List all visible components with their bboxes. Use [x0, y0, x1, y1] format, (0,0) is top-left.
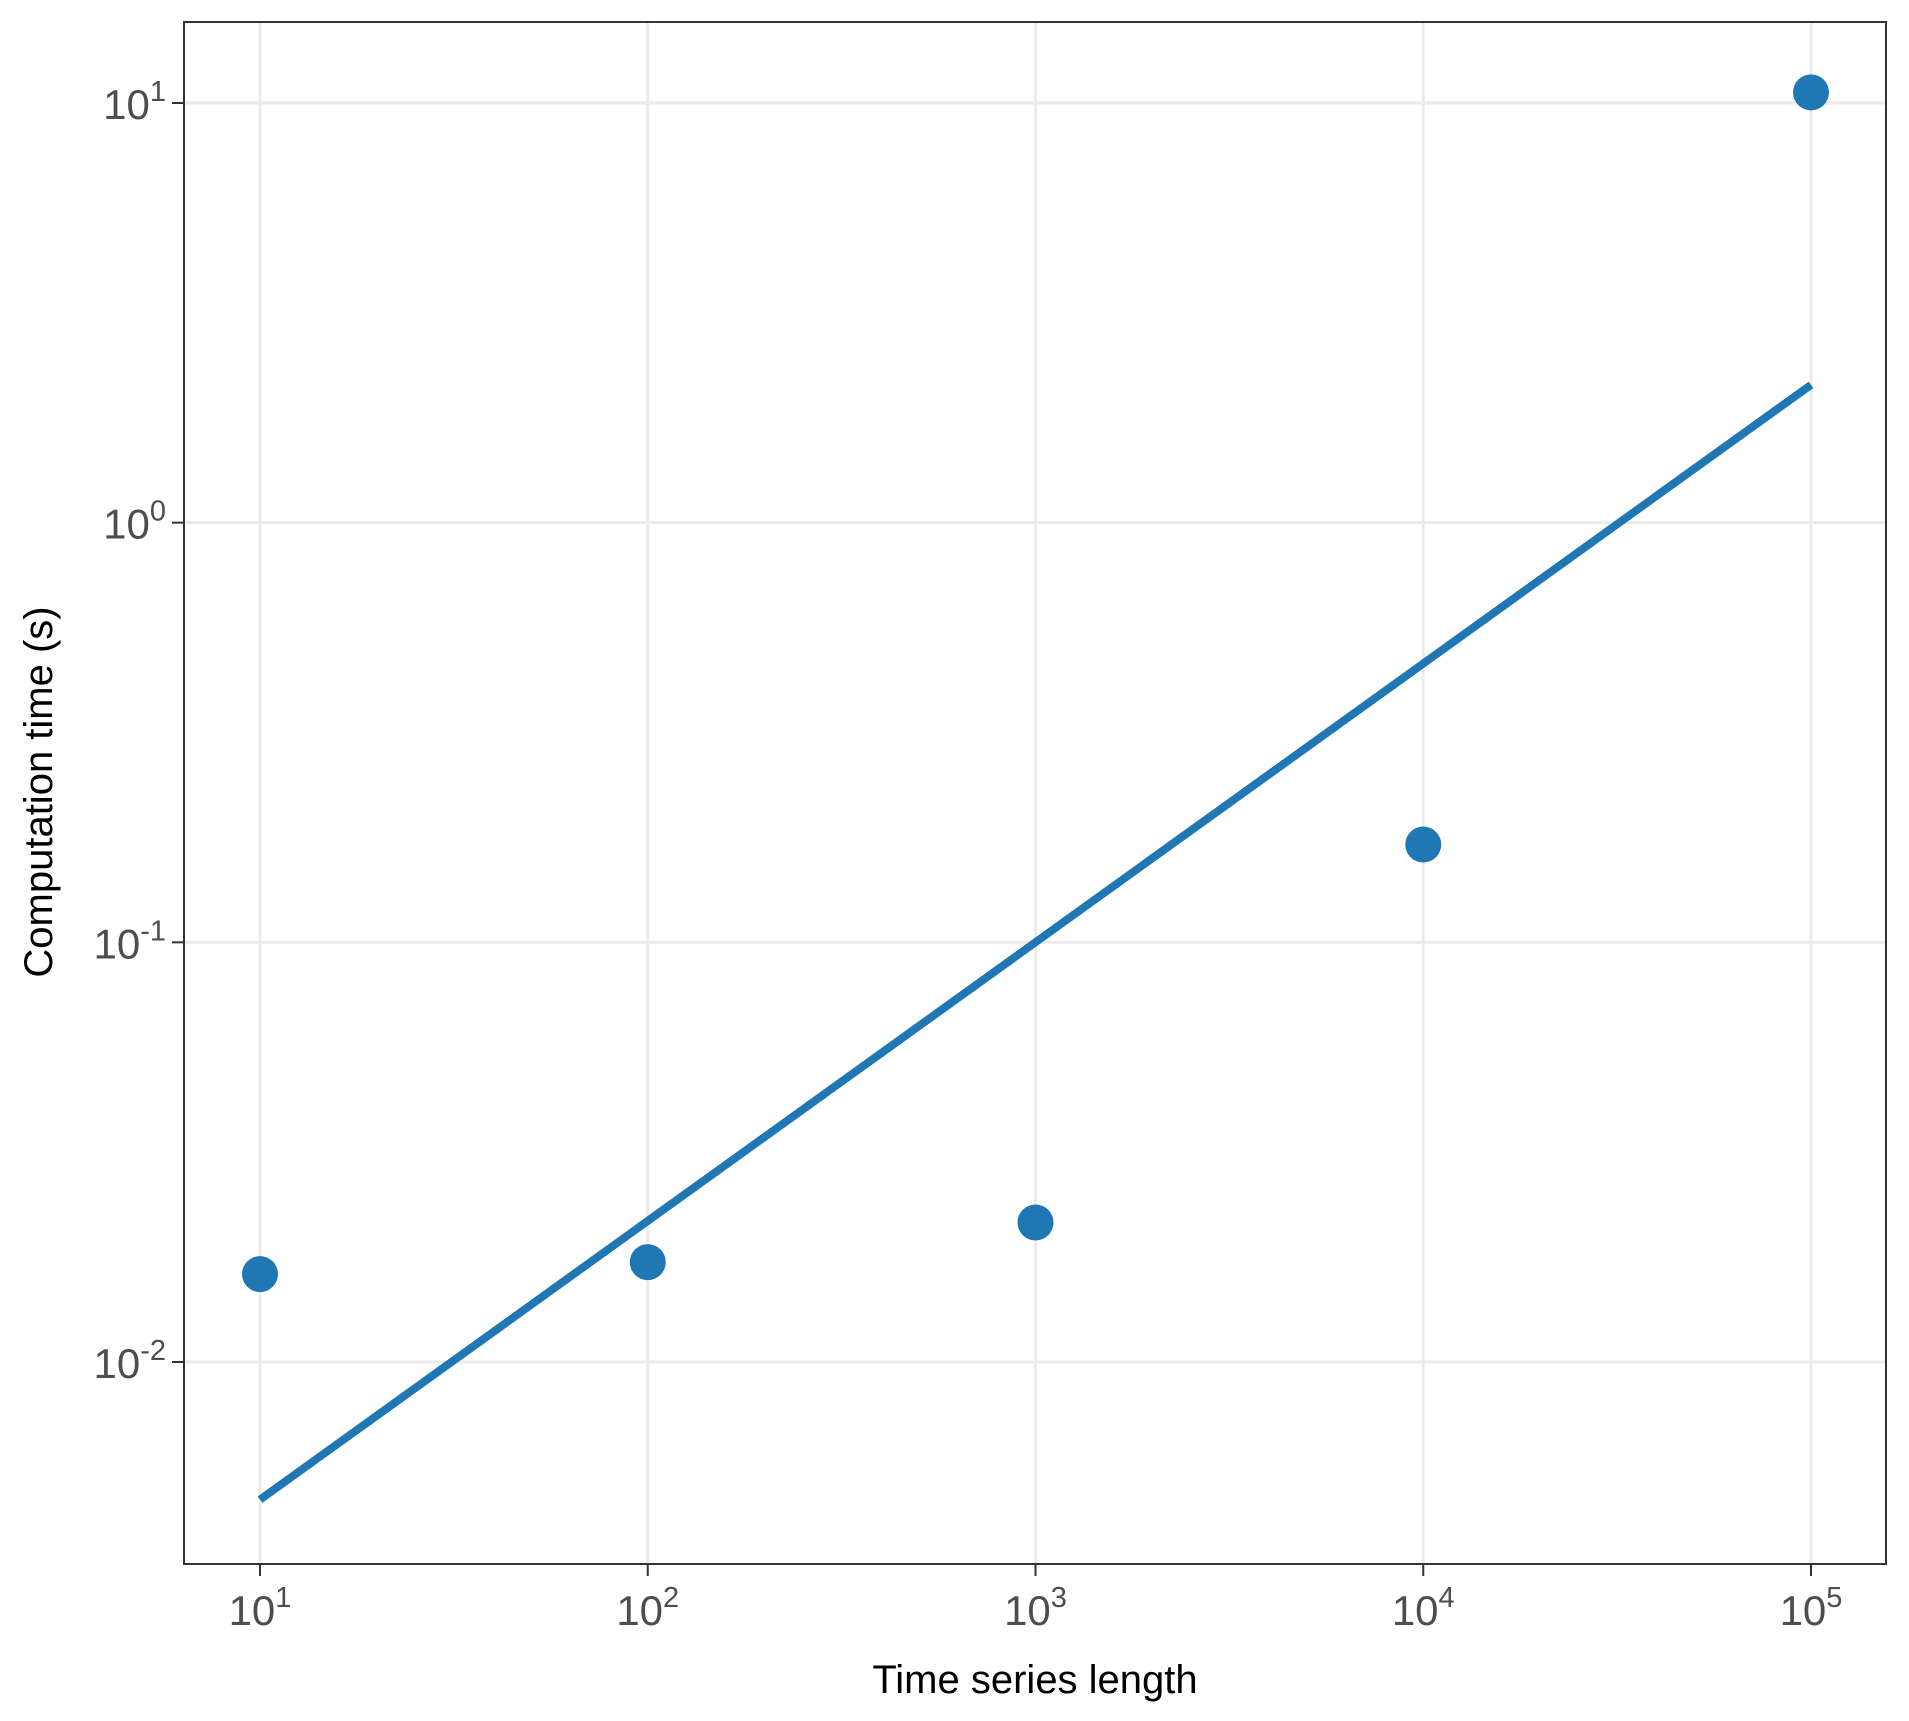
y-axis: 10-2 10-1 100 101: [93, 76, 184, 1387]
fit-line: [257, 381, 1814, 1503]
data-marks: [242, 74, 1829, 1503]
data-point: [242, 1256, 278, 1293]
y-tick-label: 101: [103, 76, 166, 128]
data-point: [629, 1244, 666, 1281]
x-tick-label: 104: [1392, 1582, 1455, 1634]
data-point: [1793, 74, 1829, 111]
data-point: [1017, 1204, 1054, 1241]
x-tick-label: 103: [1004, 1582, 1067, 1634]
y-tick-label: 10-1: [93, 915, 166, 967]
y-tick-label: 10-2: [93, 1335, 166, 1387]
y-tick-label: 100: [103, 496, 166, 548]
x-axis-title: Time series length: [872, 1658, 1197, 1702]
x-axis: 101 102 103 104 105: [229, 1564, 1843, 1634]
y-axis-title: Computation time (s): [17, 606, 61, 977]
gridlines: [184, 22, 1886, 1564]
x-tick-label: 105: [1780, 1582, 1843, 1634]
x-tick-label: 102: [616, 1582, 679, 1634]
x-tick-label: 101: [229, 1582, 292, 1634]
data-point: [1405, 826, 1442, 863]
